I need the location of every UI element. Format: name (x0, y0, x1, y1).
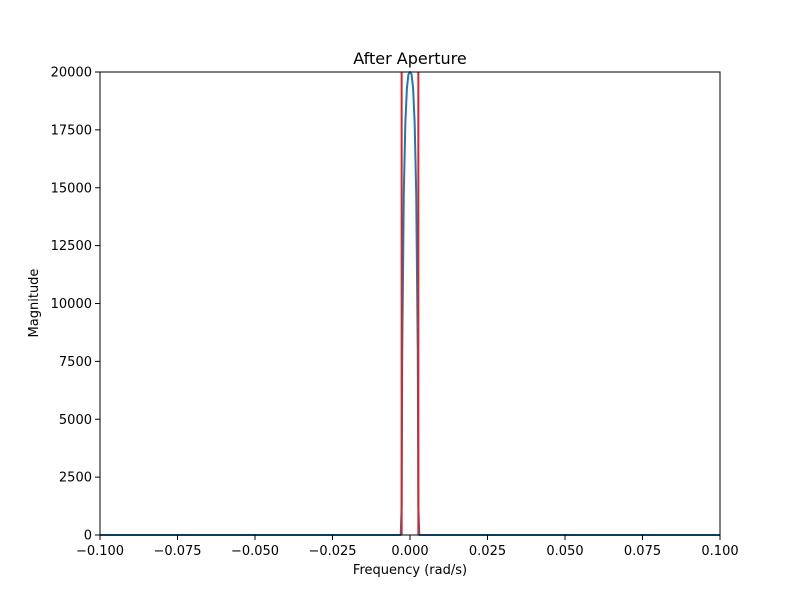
x-tick-label: −0.050 (231, 544, 279, 559)
y-tick-label: 15000 (51, 181, 92, 196)
x-tick-label: 0.100 (701, 544, 738, 559)
y-tick-label: 2500 (59, 471, 92, 486)
axes-frame (99, 71, 721, 536)
x-tick-label: 0.050 (546, 544, 583, 559)
x-axis: −0.100 −0.075 −0.050 −0.025 0.000 0.025 0.050 0… (76, 535, 739, 559)
x-tick-label: −0.075 (153, 544, 201, 559)
y-tick-label: 17500 (51, 123, 92, 138)
y-tick-label: 20000 (51, 66, 92, 81)
y-tick-label: 10000 (51, 297, 92, 312)
x-tick-label: 0.025 (469, 544, 506, 559)
y-axis: 0 2500 5000 7500 10000 12500 15000 17500 20000 (51, 66, 100, 544)
y-tick-label: 12500 (51, 239, 92, 254)
chart-title: After Aperture (353, 49, 467, 68)
x-tick-label: 0.075 (624, 544, 661, 559)
x-tick-label: −0.025 (308, 544, 356, 559)
x-tick-label: −0.100 (76, 544, 124, 559)
y-tick-label: 7500 (59, 355, 92, 370)
y-axis-label: Magnitude (27, 269, 42, 338)
y-tick-label: 5000 (59, 413, 92, 428)
series-line-0 (100, 71, 720, 536)
x-tick-label: 0.000 (391, 544, 428, 559)
y-tick-label: 0 (84, 529, 92, 544)
x-axis-label: Frequency (rad/s) (353, 563, 467, 578)
plot-area (99, 71, 721, 536)
